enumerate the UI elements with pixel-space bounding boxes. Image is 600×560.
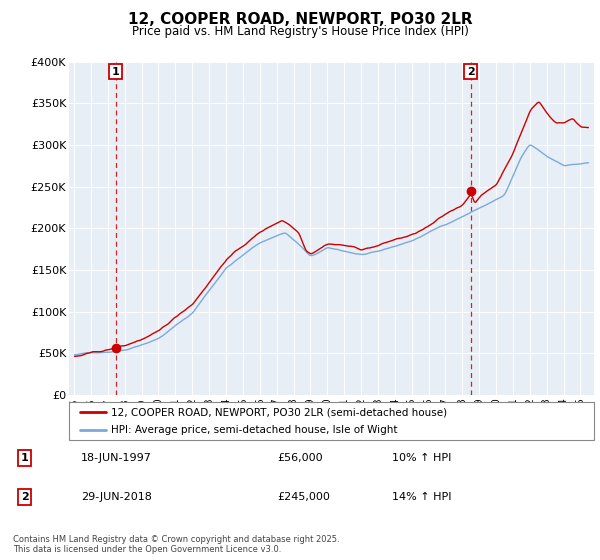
Text: 14% ↑ HPI: 14% ↑ HPI (392, 492, 452, 502)
Text: 12, COOPER ROAD, NEWPORT, PO30 2LR: 12, COOPER ROAD, NEWPORT, PO30 2LR (128, 12, 472, 27)
Text: £245,000: £245,000 (277, 492, 330, 502)
Text: 10% ↑ HPI: 10% ↑ HPI (392, 453, 452, 463)
Text: HPI: Average price, semi-detached house, Isle of Wight: HPI: Average price, semi-detached house,… (111, 425, 398, 435)
Text: £56,000: £56,000 (277, 453, 323, 463)
Text: Price paid vs. HM Land Registry's House Price Index (HPI): Price paid vs. HM Land Registry's House … (131, 25, 469, 38)
Text: 18-JUN-1997: 18-JUN-1997 (81, 453, 152, 463)
Text: 29-JUN-2018: 29-JUN-2018 (81, 492, 152, 502)
Text: 1: 1 (112, 67, 119, 77)
Text: Contains HM Land Registry data © Crown copyright and database right 2025.
This d: Contains HM Land Registry data © Crown c… (13, 535, 340, 554)
Text: 2: 2 (467, 67, 475, 77)
Text: 12, COOPER ROAD, NEWPORT, PO30 2LR (semi-detached house): 12, COOPER ROAD, NEWPORT, PO30 2LR (semi… (111, 407, 447, 417)
Text: 1: 1 (21, 453, 29, 463)
Text: 2: 2 (21, 492, 29, 502)
